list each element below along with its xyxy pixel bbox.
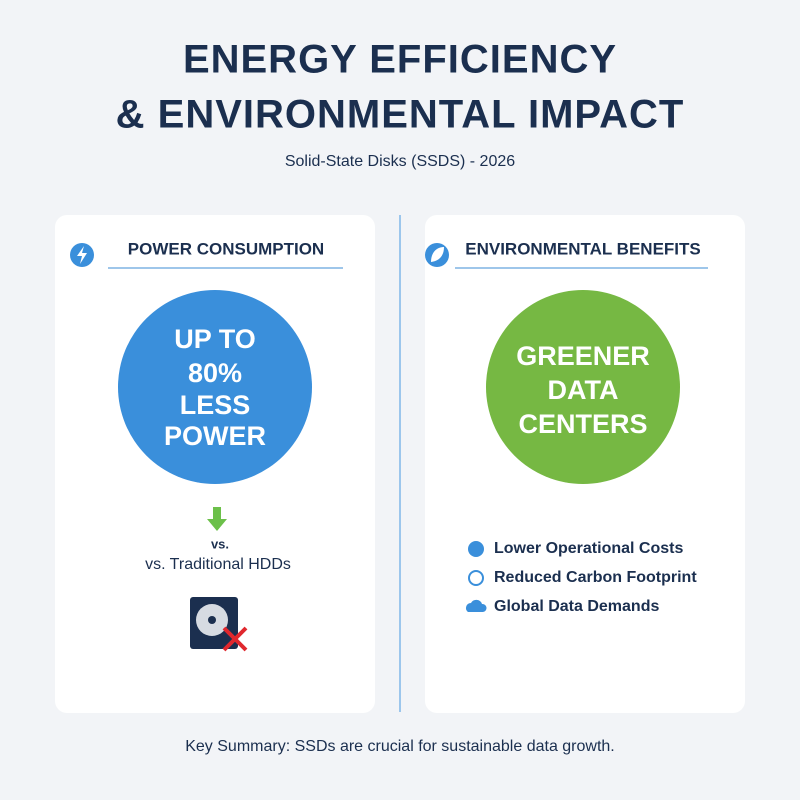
- icon: [431, 247, 444, 262]
- title-line: & ENVIRONMENTAL IMPACT: [116, 93, 685, 137]
- highlight-text: 80%: [188, 358, 242, 388]
- highlight-text: POWER: [164, 421, 266, 451]
- title-line: ENERGY EFFICIENCY: [183, 38, 617, 82]
- footer: Key Summary: SSDs are crucial for sustai…: [185, 738, 615, 755]
- item-icon: [468, 541, 484, 557]
- panel-heading: ENVIRONMENTAL BENEFITS: [465, 239, 701, 258]
- highlight-text: GREENER: [516, 341, 650, 371]
- list-item: Reduced Carbon Footprint: [494, 569, 697, 586]
- highlight-circle: [486, 290, 680, 484]
- icon: [77, 246, 87, 264]
- hdd-icon: [190, 597, 248, 652]
- highlight-circle: [118, 290, 312, 484]
- item-icon: [465, 599, 487, 612]
- panel-heading: POWER CONSUMPTION: [128, 239, 324, 258]
- comparison: vs. Traditional HDDs: [145, 556, 291, 573]
- highlight-text: UP TO: [174, 324, 256, 354]
- item-icon: [468, 570, 484, 586]
- highlight-text: CENTERS: [518, 409, 647, 439]
- list-item: Global Data Demands: [494, 598, 659, 615]
- highlight-text: LESS: [180, 390, 251, 420]
- arrow-label: vs.: [211, 536, 229, 551]
- subtitle: Solid-State Disks (SSDS) - 2026: [285, 153, 515, 170]
- highlight-text: DATA: [548, 375, 619, 405]
- arrow: [207, 507, 227, 531]
- list-item: Lower Operational Costs: [494, 540, 683, 557]
